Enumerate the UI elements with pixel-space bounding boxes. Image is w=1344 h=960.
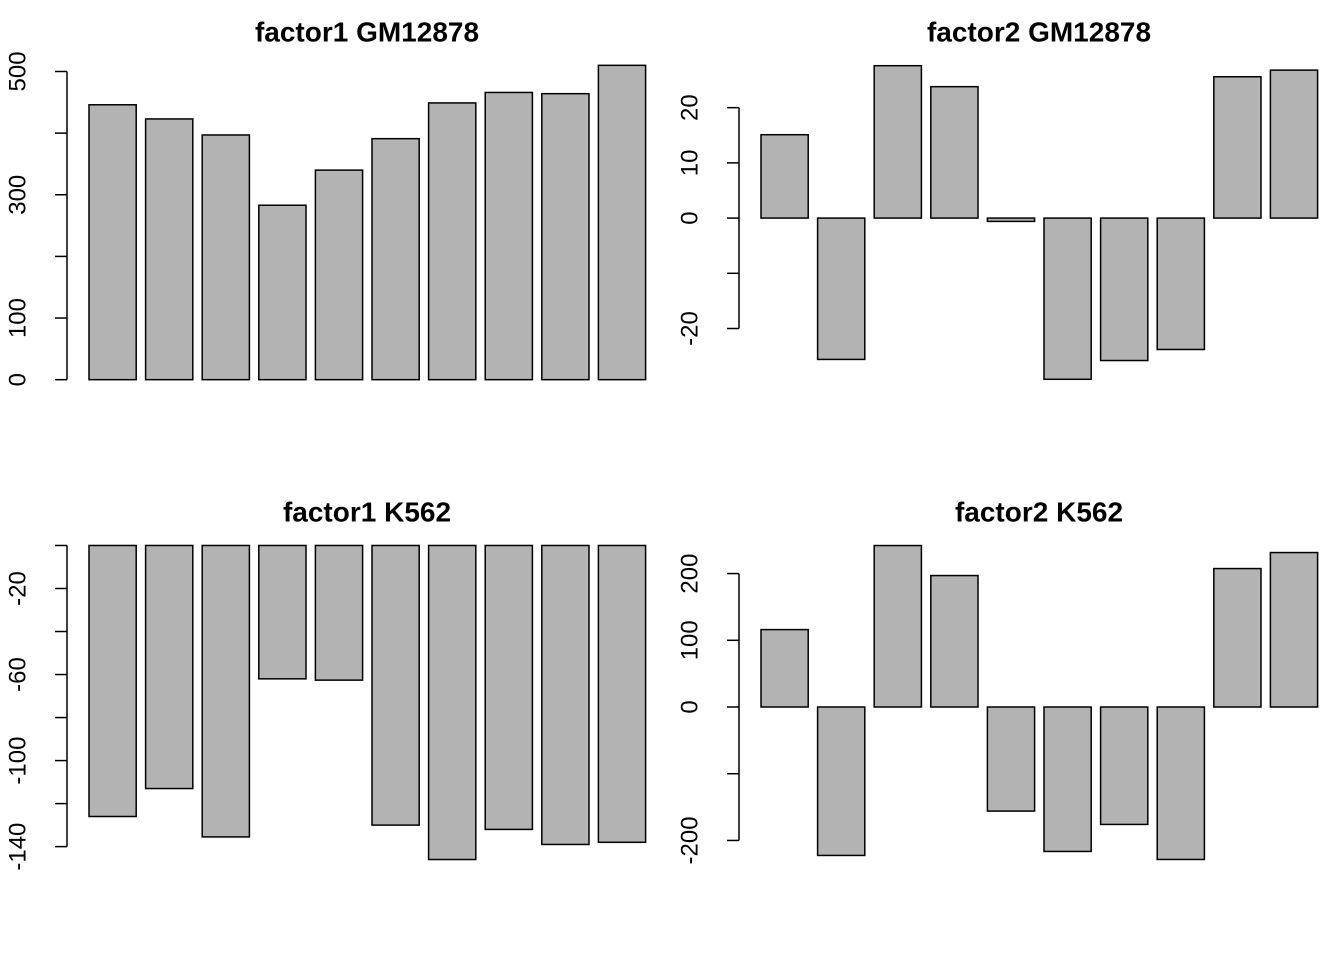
chart-title: factor1 K562 — [283, 496, 451, 527]
bar — [760, 133, 809, 219]
bar — [1099, 706, 1149, 826]
y-tick-label: -100 — [4, 737, 31, 785]
bar — [1099, 217, 1149, 362]
y-tick-label: -60 — [4, 657, 31, 692]
bar — [760, 628, 809, 708]
y-tick-label: 0 — [676, 211, 703, 224]
bar — [1213, 567, 1262, 708]
y-tick-label: 10 — [676, 150, 703, 177]
bar — [930, 85, 979, 219]
bar — [484, 91, 534, 381]
bar — [541, 544, 590, 846]
bar — [258, 204, 307, 381]
bar — [144, 544, 194, 790]
bar — [314, 169, 364, 381]
bar — [930, 574, 979, 708]
y-tick-label: 200 — [676, 554, 703, 594]
bar — [597, 544, 647, 844]
bar — [371, 544, 420, 826]
bar — [541, 92, 590, 381]
bar — [201, 544, 251, 838]
y-tick-label: -20 — [676, 311, 703, 346]
bar — [1156, 217, 1206, 351]
y-tick-label: 0 — [676, 700, 703, 713]
bar — [484, 544, 534, 831]
bar — [427, 102, 477, 381]
bar — [314, 544, 364, 681]
bar — [816, 217, 866, 361]
bar — [873, 544, 923, 708]
bar — [427, 544, 477, 861]
bar — [1156, 706, 1206, 861]
chart-title: factor2 K562 — [955, 496, 1123, 527]
bar — [144, 118, 194, 381]
bar — [1213, 75, 1262, 219]
bar — [986, 217, 1036, 223]
y-tick-label: 100 — [676, 620, 703, 660]
y-tick-label: 20 — [676, 94, 703, 121]
y-tick-label: -140 — [4, 823, 31, 871]
y-tick-label: -20 — [4, 571, 31, 606]
bar — [873, 64, 923, 219]
bar — [201, 134, 251, 381]
bar — [88, 544, 137, 818]
y-tick-label: -200 — [676, 816, 703, 864]
bar — [1043, 706, 1092, 853]
y-tick-label: 300 — [4, 175, 31, 215]
chart-title: factor1 GM12878 — [255, 16, 479, 47]
bar — [371, 137, 420, 381]
bar — [258, 544, 307, 680]
y-tick-label: 0 — [4, 373, 31, 386]
bar — [88, 104, 137, 381]
y-tick-label: 100 — [4, 298, 31, 338]
bar — [1269, 551, 1319, 708]
bar — [986, 706, 1036, 812]
y-tick-label: 500 — [4, 51, 31, 91]
bar — [1043, 217, 1092, 381]
chart-title: factor2 GM12878 — [927, 16, 1151, 47]
bar — [816, 706, 866, 857]
bar — [597, 64, 647, 381]
bar — [1269, 69, 1319, 219]
